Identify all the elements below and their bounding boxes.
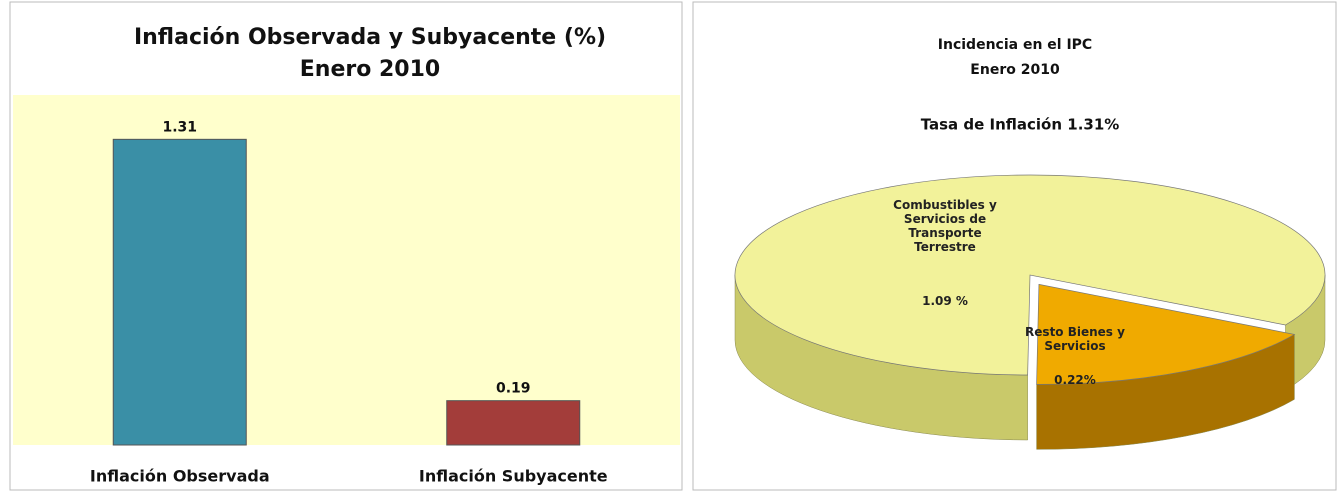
slice-name: Combustibles y Servicios de Transporte T… [893,198,997,254]
pie-subtitle: Enero 2010 [970,62,1060,78]
pie-title: Incidencia en el IPC [938,37,1092,53]
bar [112,138,247,446]
pie-slice [1036,283,1296,385]
x-tick-label: Inflación Subyacente [419,467,608,486]
slice-name: Resto Bienes y Servicios [1025,325,1125,353]
pie-slice [734,174,1326,376]
bar [446,400,581,446]
value-label: 0.19 [496,381,531,397]
slice-value: 0.22% [1054,373,1096,387]
bar-title: Inflación Observada y Subyacente (%) [134,25,606,50]
slice-value: 1.09 % [922,294,968,308]
bar-subtitle: Enero 2010 [300,57,440,82]
x-tick-label: Inflación Observada [90,467,270,486]
pie-annotation: Tasa de Inflación 1.31% [921,116,1120,134]
value-label: 1.31 [162,119,197,135]
